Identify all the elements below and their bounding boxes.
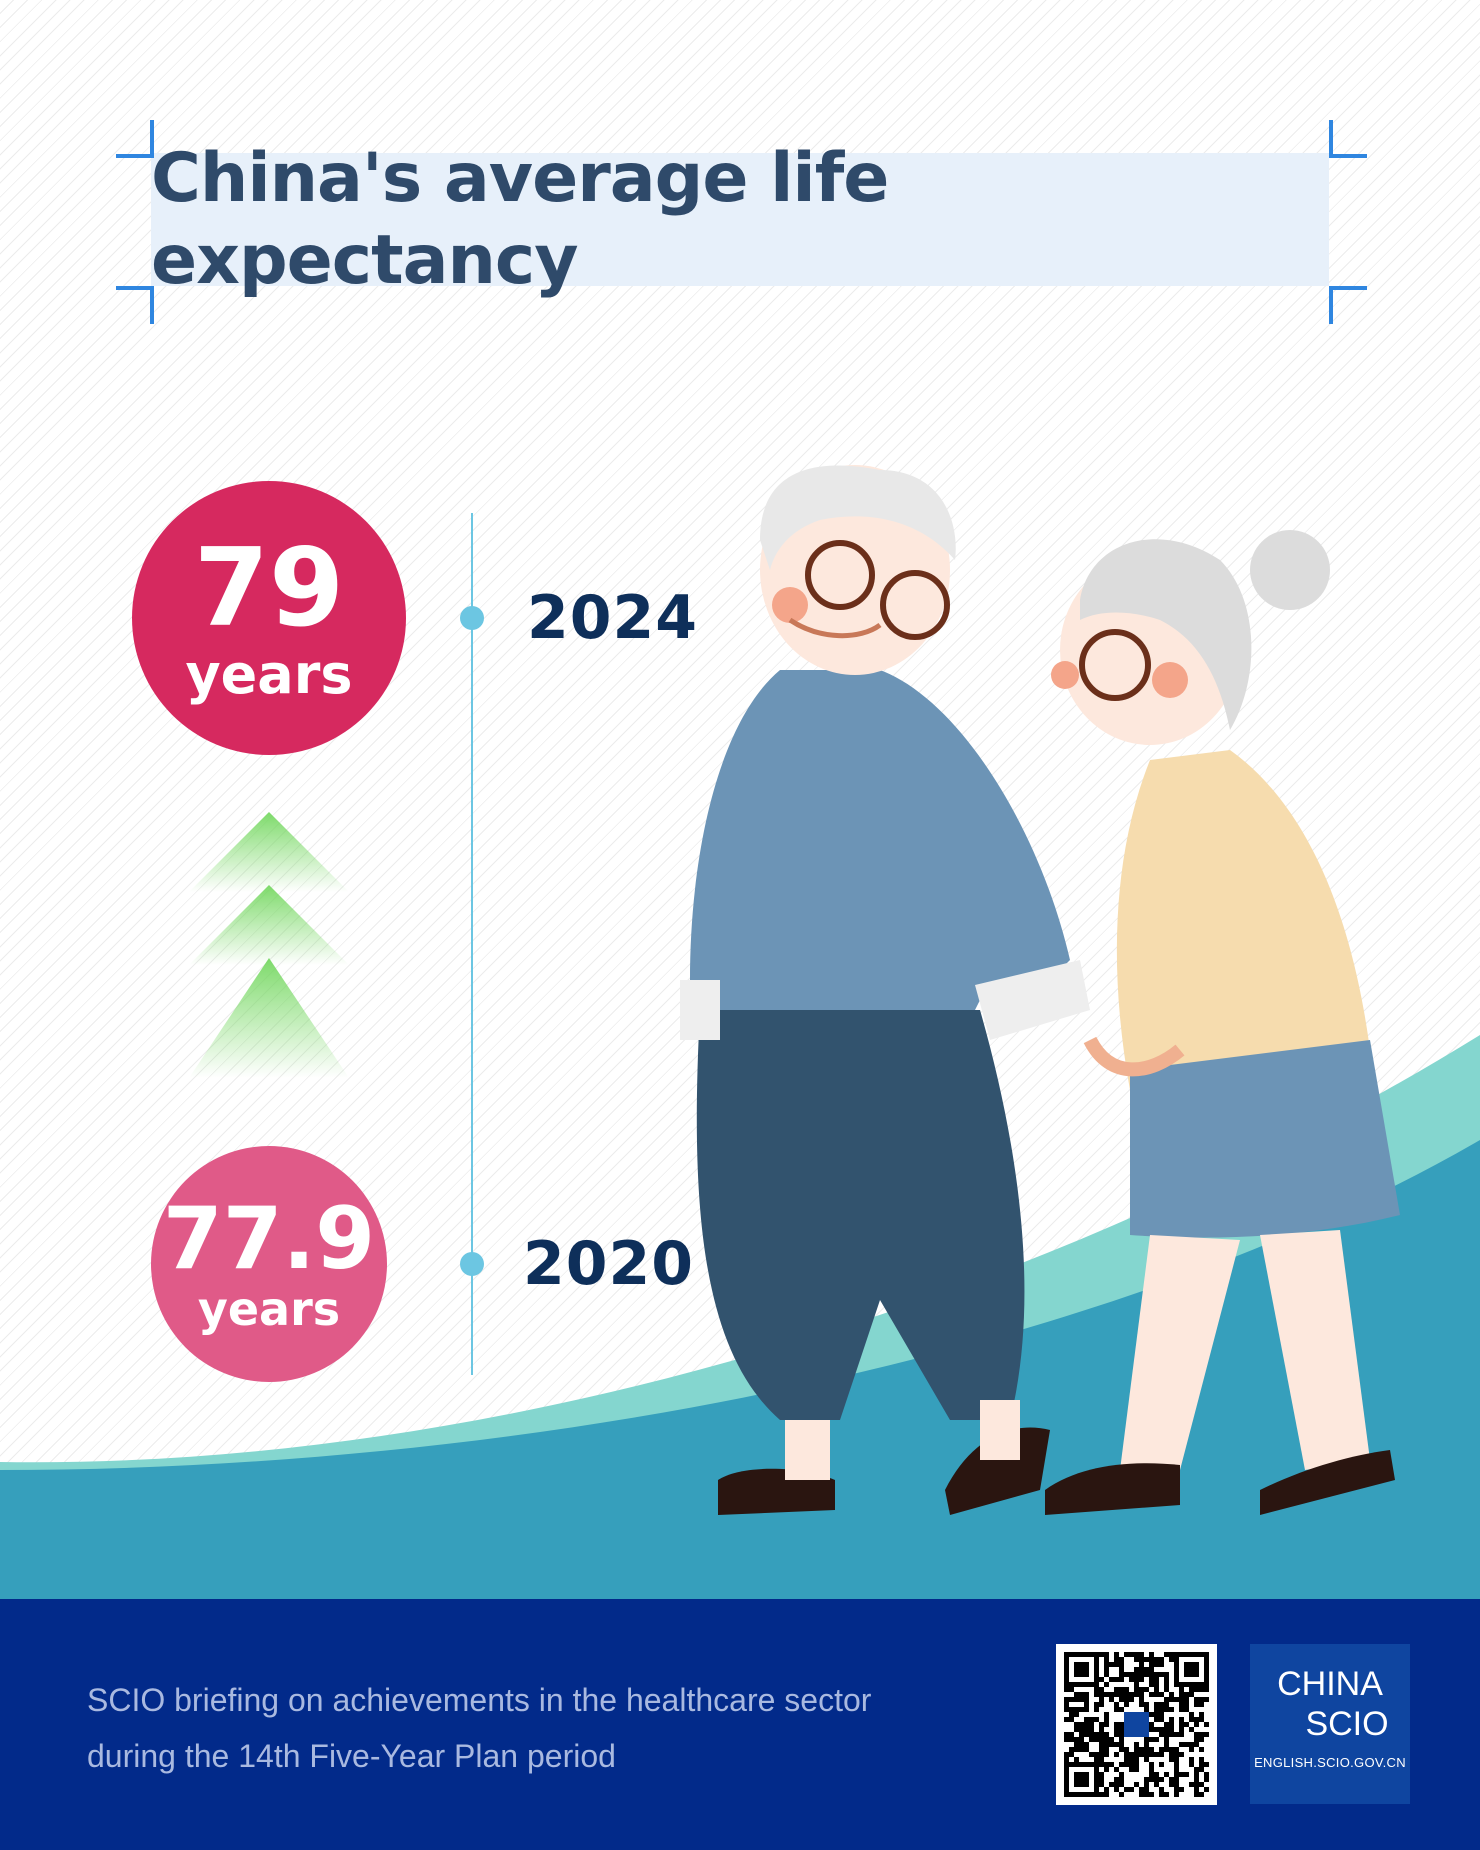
title-banner: China's average life expectancy [151,139,1329,300]
footer-line-2: during the 14th Five-Year Plan period [87,1738,616,1774]
page-title: China's average life expectancy [151,138,889,300]
timeline-dot [460,1252,484,1276]
value-badge-2024: 79 years [132,481,406,755]
grandma-figure [1045,530,1400,1515]
footer [0,1599,1480,1850]
timeline-dot [460,606,484,630]
china-scio-logo: CHINA SCIO ENGLISH.SCIO.GOV.CN [1250,1644,1410,1804]
value-unit: years [197,1281,341,1336]
value-unit: years [185,643,353,706]
corner-bracket [116,286,154,324]
qr-code-image [1064,1652,1209,1797]
corner-bracket [116,120,154,158]
year-label-2020: 2020 [523,1229,694,1299]
value-badge-2020: 77.9 years [151,1146,387,1382]
logo-line-1: CHINA [1277,1665,1383,1703]
footer-line-1: SCIO briefing on achievements in the hea… [87,1682,872,1718]
grandpa-figure [680,465,1090,1515]
value-number: 77.9 [162,1188,376,1289]
qr-code[interactable] [1056,1644,1217,1805]
footer-caption: SCIO briefing on achievements in the hea… [87,1672,871,1784]
up-arrows-icon [189,812,349,1078]
timeline-line [471,513,473,1375]
corner-bracket [1329,286,1367,324]
value-number: 79 [193,525,345,651]
year-label-2024: 2024 [527,583,698,653]
logo-line-2: SCIO [1305,1705,1389,1743]
corner-bracket [1329,120,1367,158]
logo-url: ENGLISH.SCIO.GOV.CN [1254,1755,1406,1770]
